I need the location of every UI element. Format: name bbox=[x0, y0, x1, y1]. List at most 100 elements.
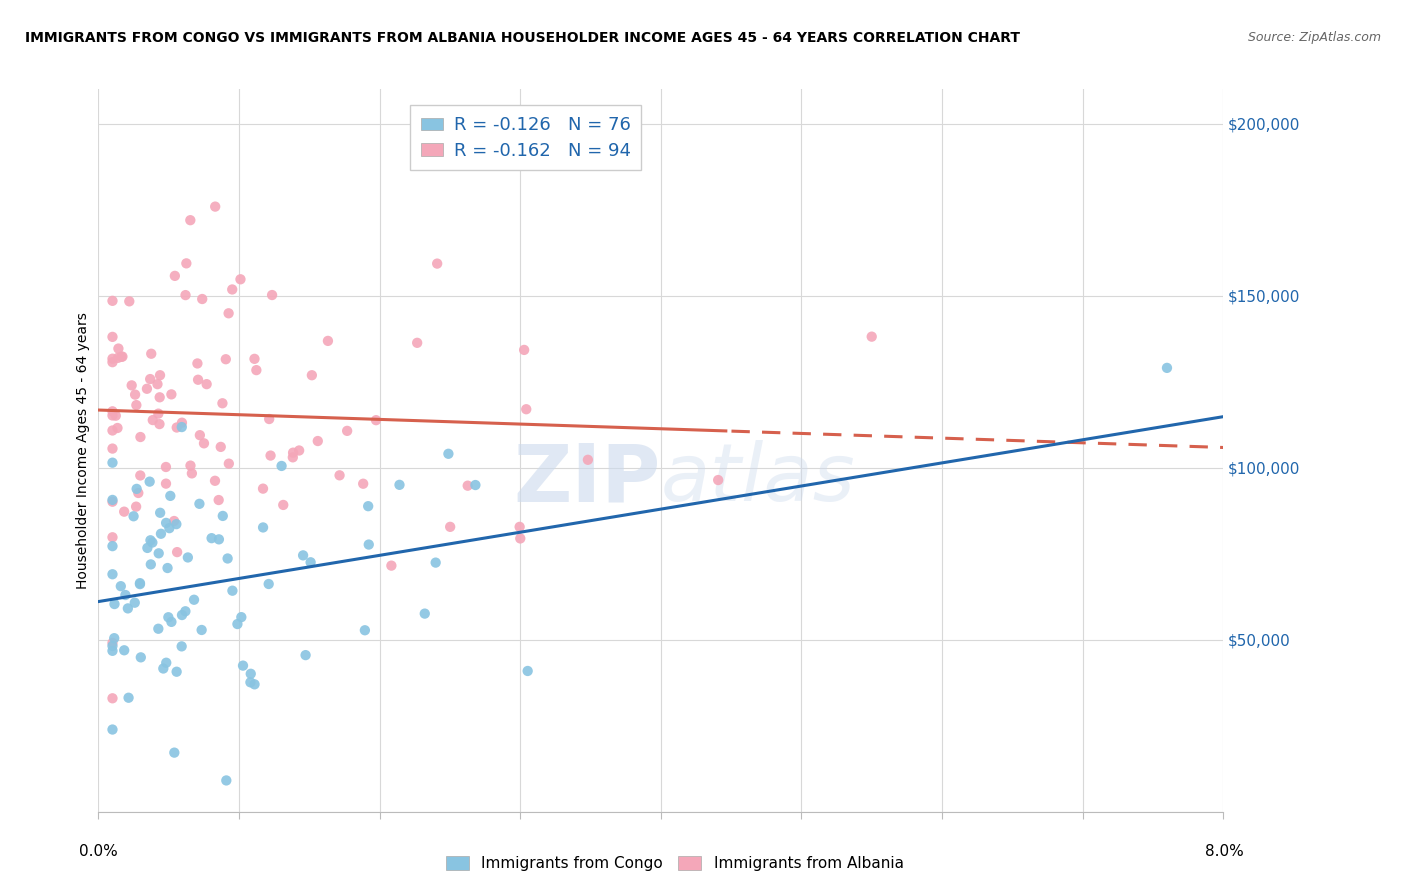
Point bbox=[352, 476, 374, 491]
Point bbox=[218, 457, 240, 471]
Point bbox=[170, 640, 193, 654]
Text: 0.0%: 0.0% bbox=[79, 845, 118, 859]
Point bbox=[183, 592, 205, 607]
Point bbox=[155, 516, 177, 530]
Point bbox=[294, 648, 316, 662]
Point bbox=[101, 567, 124, 582]
Point bbox=[155, 460, 177, 475]
Point bbox=[217, 551, 239, 566]
Point bbox=[186, 356, 208, 370]
Point bbox=[209, 440, 232, 454]
Point bbox=[125, 398, 148, 412]
Point bbox=[170, 607, 193, 622]
Point bbox=[208, 493, 231, 508]
Point bbox=[166, 420, 188, 434]
Point bbox=[149, 506, 172, 520]
Point bbox=[141, 347, 163, 361]
Point bbox=[101, 492, 124, 507]
Point bbox=[125, 482, 148, 496]
Point bbox=[155, 476, 177, 491]
Point bbox=[707, 473, 730, 487]
Point bbox=[160, 615, 183, 629]
Point bbox=[107, 351, 129, 365]
Point bbox=[270, 458, 292, 473]
Point bbox=[232, 658, 254, 673]
Point bbox=[101, 293, 124, 308]
Point bbox=[112, 505, 135, 519]
Point bbox=[117, 690, 139, 705]
Point bbox=[426, 257, 449, 271]
Point bbox=[195, 377, 218, 392]
Point bbox=[208, 533, 231, 547]
Point bbox=[101, 409, 124, 423]
Point bbox=[174, 604, 197, 618]
Point bbox=[101, 723, 124, 737]
Point bbox=[111, 350, 134, 364]
Point bbox=[307, 434, 329, 448]
Point bbox=[129, 576, 152, 591]
Point bbox=[101, 639, 124, 653]
Point bbox=[190, 623, 212, 637]
Point bbox=[129, 650, 152, 665]
Point bbox=[231, 610, 253, 624]
Point bbox=[288, 443, 311, 458]
Point bbox=[281, 450, 304, 465]
Point bbox=[1156, 360, 1178, 375]
Point bbox=[259, 449, 281, 463]
Point bbox=[163, 746, 186, 760]
Point bbox=[576, 452, 599, 467]
Point bbox=[257, 412, 280, 426]
Point bbox=[114, 588, 136, 602]
Point bbox=[107, 421, 129, 435]
Point bbox=[101, 456, 124, 470]
Point bbox=[148, 622, 170, 636]
Point bbox=[163, 268, 186, 283]
Point bbox=[516, 664, 538, 678]
Point bbox=[252, 482, 274, 496]
Point bbox=[380, 558, 402, 573]
Point bbox=[364, 413, 387, 427]
Point bbox=[439, 520, 461, 534]
Point bbox=[112, 643, 135, 657]
Point bbox=[406, 335, 429, 350]
Point bbox=[101, 691, 124, 706]
Point bbox=[141, 535, 163, 549]
Point bbox=[204, 474, 226, 488]
Legend: R = -0.126   N = 76, R = -0.162   N = 94: R = -0.126 N = 76, R = -0.162 N = 94 bbox=[411, 105, 641, 170]
Point bbox=[425, 556, 447, 570]
Point bbox=[513, 343, 536, 357]
Point bbox=[257, 577, 280, 591]
Text: IMMIGRANTS FROM CONGO VS IMMIGRANTS FROM ALBANIA HOUSEHOLDER INCOME AGES 45 - 64: IMMIGRANTS FROM CONGO VS IMMIGRANTS FROM… bbox=[25, 31, 1021, 45]
Point bbox=[101, 494, 124, 508]
Point bbox=[388, 478, 411, 492]
Point bbox=[101, 644, 124, 658]
Point bbox=[103, 631, 125, 645]
Point bbox=[101, 530, 124, 544]
Point bbox=[211, 396, 233, 410]
Point bbox=[243, 677, 266, 691]
Point bbox=[163, 514, 186, 528]
Point bbox=[292, 549, 315, 563]
Point bbox=[174, 288, 197, 302]
Point bbox=[104, 409, 127, 423]
Point bbox=[229, 272, 252, 286]
Point bbox=[357, 537, 380, 551]
Point bbox=[243, 351, 266, 366]
Point bbox=[157, 521, 180, 535]
Point bbox=[159, 489, 181, 503]
Point bbox=[160, 387, 183, 401]
Point bbox=[860, 329, 883, 343]
Point bbox=[101, 442, 124, 456]
Point bbox=[136, 382, 159, 396]
Point bbox=[101, 636, 124, 650]
Point bbox=[204, 200, 226, 214]
Point bbox=[357, 499, 380, 513]
Point bbox=[157, 610, 180, 624]
Point bbox=[316, 334, 339, 348]
Point bbox=[413, 607, 436, 621]
Point bbox=[129, 430, 152, 444]
Y-axis label: Householder Income Ages 45 - 64 years: Householder Income Ages 45 - 64 years bbox=[76, 312, 90, 589]
Point bbox=[124, 596, 146, 610]
Point bbox=[124, 387, 146, 401]
Point bbox=[177, 550, 200, 565]
